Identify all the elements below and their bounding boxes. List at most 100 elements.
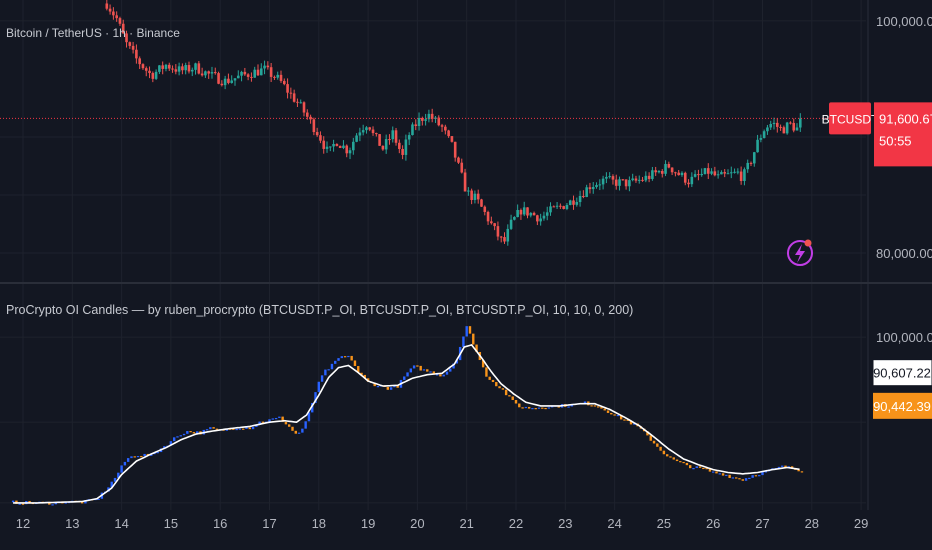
oi-candle <box>307 412 311 422</box>
oi-candle <box>610 412 613 415</box>
oi-candle <box>442 374 445 377</box>
oi-candle <box>659 446 662 451</box>
price-candle <box>230 80 234 83</box>
price-candle <box>148 70 151 74</box>
lightning-circle <box>787 240 813 266</box>
oi-candle <box>320 375 324 382</box>
oi-candle <box>537 407 541 409</box>
oi-candle <box>646 431 649 436</box>
price-candle <box>769 124 773 128</box>
price-candle <box>552 206 556 208</box>
oi-candle <box>472 333 475 345</box>
price-candle <box>720 172 723 175</box>
oi-candle <box>534 408 537 410</box>
oi-candle <box>248 427 251 430</box>
price-candle <box>296 101 299 103</box>
price-candle <box>463 172 467 192</box>
oi-candle <box>406 372 409 377</box>
oi-candle <box>485 367 488 377</box>
oi-candle <box>475 344 478 352</box>
oi-candle <box>169 441 173 446</box>
price-candle <box>381 145 385 150</box>
price-pane[interactable] <box>0 0 866 246</box>
price-candle <box>670 167 674 173</box>
price-candle <box>542 215 546 219</box>
x-tick-label: 20 <box>410 516 424 531</box>
oi-candle <box>695 466 698 469</box>
price-candle <box>250 76 253 78</box>
price-candle <box>706 168 710 174</box>
oi-candle <box>54 502 58 505</box>
price-candle <box>164 64 168 69</box>
price-candle <box>319 135 322 141</box>
price-candle <box>595 185 598 188</box>
oi-candle <box>583 401 587 404</box>
oi-candle <box>669 456 672 458</box>
price-candle <box>368 127 372 130</box>
price-candle <box>332 144 335 147</box>
oi-candle <box>297 432 301 434</box>
oi-candle <box>396 385 399 388</box>
price-candle <box>453 141 457 158</box>
oi-candle <box>84 500 87 504</box>
price-candle <box>631 178 634 181</box>
price-candle <box>158 65 161 72</box>
oi-candle <box>343 356 347 358</box>
price-candle <box>236 75 240 79</box>
oi-candle <box>518 403 521 408</box>
price-candle <box>322 140 326 149</box>
price-candle <box>141 64 145 69</box>
oi-candle <box>337 358 340 361</box>
price-candle <box>305 112 309 117</box>
price-candle <box>407 135 411 140</box>
oi-candle <box>652 440 656 444</box>
oi-candle <box>527 406 531 409</box>
price-candle <box>204 71 207 76</box>
oi-candle <box>97 498 100 500</box>
price-candle <box>568 200 572 205</box>
oi-candle <box>606 410 610 413</box>
price-candle <box>493 223 496 227</box>
y-tick-label: 100,000.00 <box>876 330 932 345</box>
oi-moving-average-line <box>13 343 800 504</box>
price-candle <box>739 171 743 181</box>
oi-candle <box>449 368 452 372</box>
price-candle <box>674 172 677 174</box>
oi-candle <box>251 426 255 430</box>
price-candle <box>644 175 648 181</box>
oi-candle <box>64 502 67 504</box>
x-tick-label: 24 <box>607 516 621 531</box>
price-candle <box>677 172 680 176</box>
price-candle <box>131 45 135 50</box>
price-candle <box>329 146 332 148</box>
price-candle <box>171 68 174 70</box>
oi-candle <box>209 427 212 430</box>
price-candle <box>269 67 273 77</box>
x-tick-label: 15 <box>164 516 178 531</box>
candle-countdown: 50:55 <box>879 133 912 148</box>
price-candle <box>112 11 115 16</box>
oi-candle <box>274 417 278 420</box>
oi-candle <box>205 429 209 431</box>
oi-candle <box>80 501 84 504</box>
oi-candle <box>357 366 360 373</box>
price-candle <box>555 205 559 207</box>
price-candle <box>358 132 362 136</box>
price-candle <box>289 92 293 94</box>
price-candle <box>621 179 625 181</box>
indicator-pane[interactable] <box>11 326 804 506</box>
oi-candle <box>143 453 146 457</box>
oi-candle <box>649 435 652 441</box>
oi-candle <box>731 477 735 479</box>
oi-value-box <box>873 392 932 419</box>
price-candle <box>138 58 141 65</box>
oi-candle <box>672 457 675 460</box>
indicator-title[interactable]: ProCrypto OI Candles — by ruben_procrypt… <box>6 303 634 317</box>
oi-candle <box>462 336 465 347</box>
lightning-bolt-icon[interactable] <box>787 239 813 266</box>
oi-candle <box>705 468 708 470</box>
price-candle <box>473 193 477 201</box>
price-candle <box>338 145 342 148</box>
oi-candle <box>340 356 344 359</box>
